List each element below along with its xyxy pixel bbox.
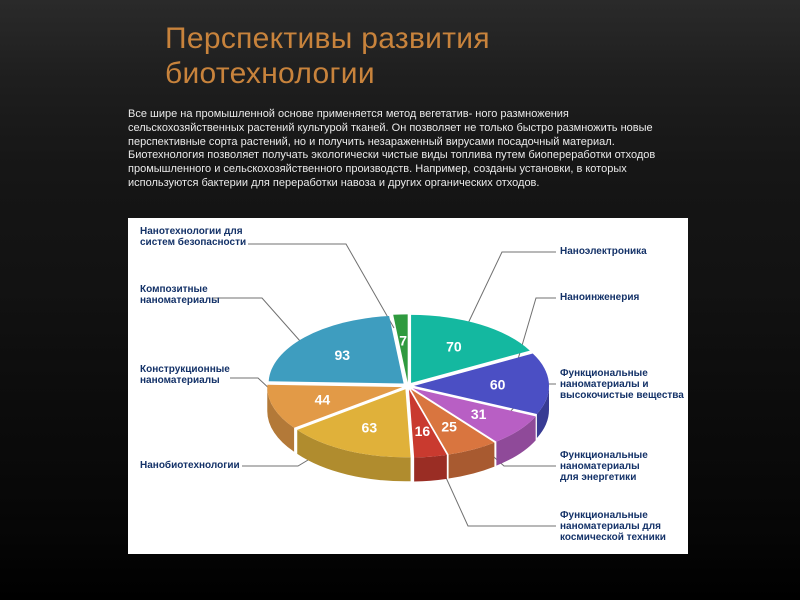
pie-label-composite-nano: Композитные наноматериалы	[140, 284, 220, 306]
pie-value-nanobiotech: 63	[362, 419, 378, 435]
pie-label-func-nano-pure: Функциональные наноматериалы и высокочис…	[560, 368, 684, 402]
slide-paragraph: Все шире на промышленной основе применяе…	[128, 108, 688, 191]
pie-value-func-nano-energy: 25	[441, 419, 457, 435]
pie-chart-container: 70 6031 25 16 63 44 93 7 Нанотехнологии для сис…	[128, 218, 688, 554]
leader-nano-security	[248, 244, 394, 328]
leader-composite-nano	[212, 298, 308, 350]
pie-value-structural-nano: 44	[315, 392, 331, 408]
slide-title: Перспективы развития биотехнологии	[165, 22, 490, 91]
pie-value-func-nano-space: 16	[415, 423, 431, 439]
pie-side-func-nano-space	[414, 455, 447, 482]
pie-value-nanoengineering: 60	[490, 376, 506, 392]
pie-value-nanoelectronics: 70	[446, 339, 462, 355]
pie-value-func-nano-pure: 31	[471, 406, 487, 422]
pie-label-nano-security: Нанотехнологии для систем безопасности	[140, 226, 246, 248]
pie-label-structural-nano: Конструкционные наноматериалы	[140, 364, 230, 386]
pie-label-nanoengineering: Наноинженерия	[560, 292, 639, 303]
pie-tops	[267, 314, 549, 457]
pie-label-nanobiotech: Нанобиотехнологии	[140, 460, 240, 471]
pie-label-func-nano-energy: Функциональные наноматериалы для энергет…	[560, 450, 648, 484]
title-line-2: биотехнологии	[165, 57, 375, 90]
pie-value-nano-security: 7	[399, 332, 407, 348]
pie-label-nanoelectronics: Наноэлектроника	[560, 246, 647, 257]
pie-value-composite-nano: 93	[335, 347, 351, 363]
title-line-1: Перспективы развития	[165, 22, 490, 55]
leader-nanoengineering	[516, 298, 556, 366]
slide-root: Перспективы развития биотехнологии Все ш…	[0, 0, 800, 600]
pie-label-func-nano-space: Функциональные наноматериалы для космиче…	[560, 510, 666, 544]
